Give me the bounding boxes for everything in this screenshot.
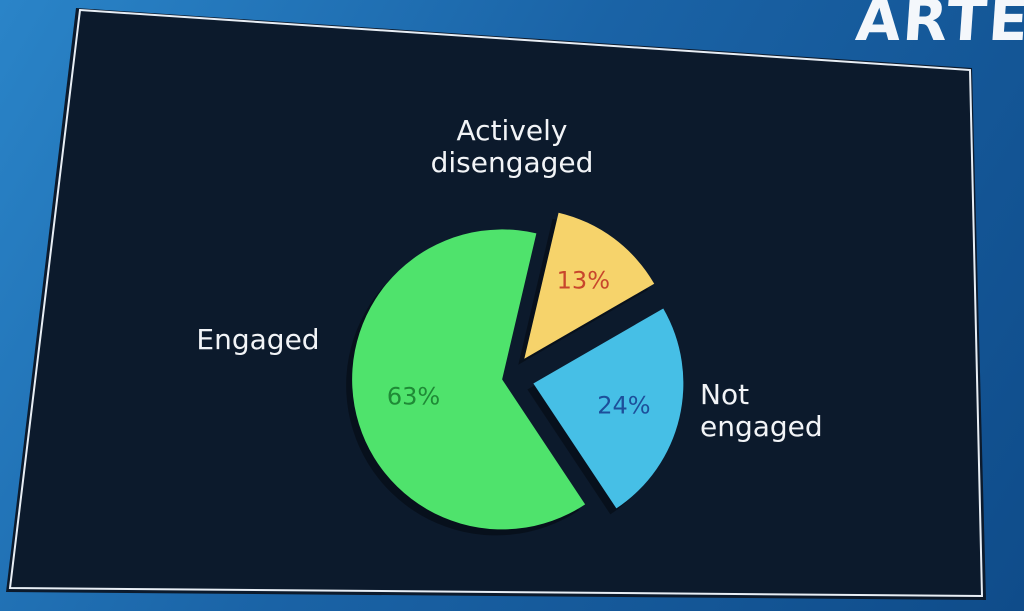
pie-category-label-engaged: Engaged — [196, 323, 319, 356]
pie-slice-actively-disengaged — [533, 308, 684, 509]
pie-slice-not-engaged — [352, 229, 586, 530]
pie-value-label-actively-disengaged: 24% — [597, 392, 650, 420]
pie-value-label-engaged: 13% — [557, 266, 610, 294]
pie-value-label-not-engaged: 63% — [387, 382, 440, 410]
pie-slice-engaged — [524, 212, 655, 359]
pie-category-label-not-engaged: Not engaged — [700, 378, 823, 443]
pie-category-label-actively-disengaged: Actively disengaged — [431, 114, 594, 179]
slide-panel-border — [8, 8, 984, 598]
pie-chart: 24% Actively disengaged 63% Not engaged 13% Eng… — [196, 114, 823, 536]
